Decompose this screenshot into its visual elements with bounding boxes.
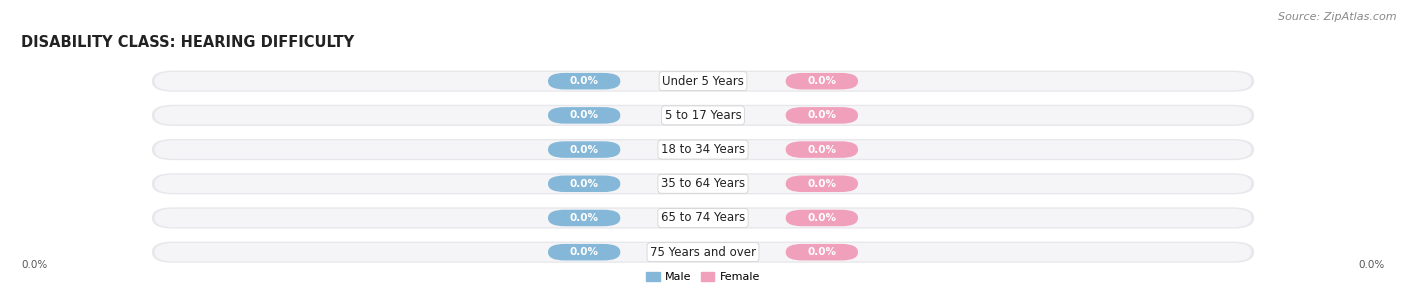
FancyBboxPatch shape (786, 73, 858, 89)
FancyBboxPatch shape (155, 72, 1251, 90)
Text: 5 to 17 Years: 5 to 17 Years (665, 109, 741, 122)
FancyBboxPatch shape (548, 176, 620, 192)
Text: 75 Years and over: 75 Years and over (650, 246, 756, 259)
FancyBboxPatch shape (786, 107, 858, 124)
FancyBboxPatch shape (786, 244, 858, 260)
Text: 0.0%: 0.0% (569, 213, 599, 223)
Text: 0.0%: 0.0% (21, 260, 48, 270)
Text: 0.0%: 0.0% (569, 144, 599, 155)
Text: 0.0%: 0.0% (569, 247, 599, 257)
FancyBboxPatch shape (152, 105, 1254, 126)
Text: 0.0%: 0.0% (569, 76, 599, 86)
FancyBboxPatch shape (152, 71, 1254, 92)
Text: 0.0%: 0.0% (807, 179, 837, 189)
FancyBboxPatch shape (155, 174, 1251, 193)
Text: 18 to 34 Years: 18 to 34 Years (661, 143, 745, 156)
Text: Source: ZipAtlas.com: Source: ZipAtlas.com (1278, 12, 1396, 22)
FancyBboxPatch shape (152, 139, 1254, 160)
Text: 0.0%: 0.0% (569, 110, 599, 120)
Text: 0.0%: 0.0% (807, 144, 837, 155)
FancyBboxPatch shape (152, 241, 1254, 263)
FancyBboxPatch shape (548, 73, 620, 89)
FancyBboxPatch shape (155, 140, 1251, 159)
Text: 0.0%: 0.0% (1358, 260, 1385, 270)
FancyBboxPatch shape (786, 176, 858, 192)
FancyBboxPatch shape (786, 210, 858, 226)
FancyBboxPatch shape (548, 107, 620, 124)
FancyBboxPatch shape (155, 243, 1251, 261)
Text: Under 5 Years: Under 5 Years (662, 75, 744, 88)
FancyBboxPatch shape (152, 207, 1254, 229)
FancyBboxPatch shape (155, 106, 1251, 125)
FancyBboxPatch shape (548, 244, 620, 260)
FancyBboxPatch shape (548, 141, 620, 158)
Text: 0.0%: 0.0% (807, 247, 837, 257)
Text: 0.0%: 0.0% (807, 76, 837, 86)
Text: 35 to 64 Years: 35 to 64 Years (661, 177, 745, 190)
Text: 0.0%: 0.0% (569, 179, 599, 189)
FancyBboxPatch shape (155, 209, 1251, 227)
Text: 0.0%: 0.0% (807, 213, 837, 223)
FancyBboxPatch shape (548, 210, 620, 226)
Text: 0.0%: 0.0% (807, 110, 837, 120)
FancyBboxPatch shape (786, 141, 858, 158)
FancyBboxPatch shape (152, 173, 1254, 194)
Legend: Male, Female: Male, Female (647, 272, 759, 282)
Text: DISABILITY CLASS: HEARING DIFFICULTY: DISABILITY CLASS: HEARING DIFFICULTY (21, 35, 354, 50)
Text: 65 to 74 Years: 65 to 74 Years (661, 211, 745, 225)
